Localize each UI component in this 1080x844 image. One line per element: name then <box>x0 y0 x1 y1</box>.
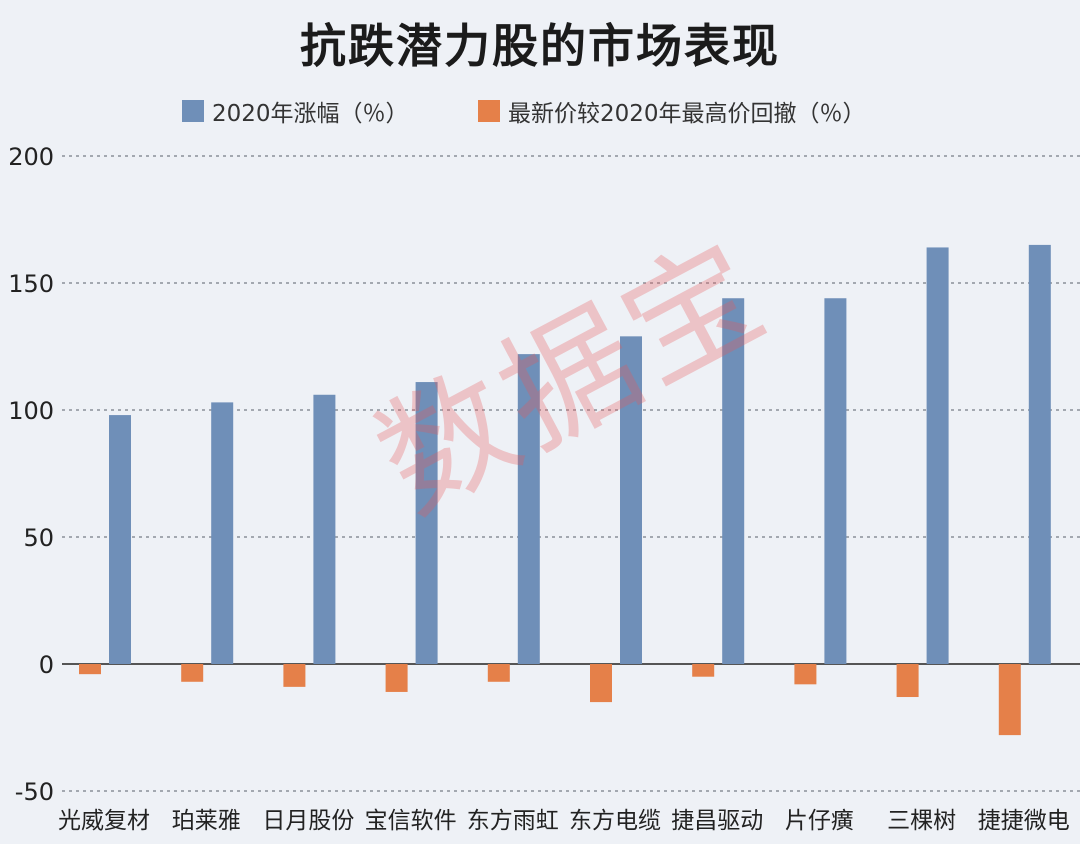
legend: 2020年涨幅（％） 最新价较2020年最高价回撤（％） <box>0 94 1080 128</box>
bar-growth <box>824 298 847 664</box>
x-category-label: 光威复材 <box>58 808 150 834</box>
legend-item-growth: 2020年涨幅（％） <box>182 94 409 128</box>
x-category-label: 三棵树 <box>887 808 956 834</box>
bar-drawdown <box>794 664 817 685</box>
x-category-label: 东方电缆 <box>569 808 661 834</box>
chart-title: 抗跌潜力股的市场表现 <box>300 19 780 73</box>
legend-swatch-drawdown <box>478 100 500 122</box>
bar-growth <box>926 247 949 664</box>
bar-drawdown <box>79 664 101 675</box>
legend-label-growth: 2020年涨幅（％） <box>212 101 409 127</box>
bar-growth <box>722 298 745 664</box>
y-tick-label: 0 <box>39 651 54 679</box>
bar-growth <box>517 354 540 664</box>
bar-drawdown <box>896 664 919 698</box>
x-category-label: 日月股份 <box>262 808 354 834</box>
y-tick-label: 50 <box>23 524 54 552</box>
x-category-label: 东方雨虹 <box>467 808 559 834</box>
legend-item-drawdown: 最新价较2020年最高价回撤（％） <box>478 94 866 128</box>
bar-drawdown <box>181 664 204 682</box>
bar-drawdown <box>487 664 510 682</box>
y-tick-label: 200 <box>8 143 54 171</box>
bar-drawdown <box>283 664 306 687</box>
bar-drawdown <box>590 664 612 703</box>
y-tick-label: -50 <box>15 778 54 806</box>
bar-growth <box>1028 244 1051 664</box>
bar-drawdown <box>385 664 408 692</box>
bar-growth <box>109 415 131 664</box>
bar-drawdown <box>692 664 715 677</box>
x-category-label: 片仔癀 <box>785 808 854 834</box>
bar-growth <box>211 402 234 664</box>
bar-growth <box>313 394 336 664</box>
x-category-label: 捷捷微电 <box>978 808 1070 834</box>
bar-growth <box>620 336 642 664</box>
legend-swatch-growth <box>182 100 204 122</box>
x-category-label: 捷昌驱动 <box>671 808 763 834</box>
bar-growth <box>415 382 438 664</box>
legend-label-drawdown: 最新价较2020年最高价回撤（％） <box>508 101 866 127</box>
y-tick-label: 150 <box>8 270 54 298</box>
bar-drawdown <box>998 664 1021 736</box>
x-category-label: 珀莱雅 <box>172 808 241 834</box>
y-tick-label: 100 <box>8 397 54 425</box>
x-category-label: 宝信软件 <box>365 808 457 834</box>
